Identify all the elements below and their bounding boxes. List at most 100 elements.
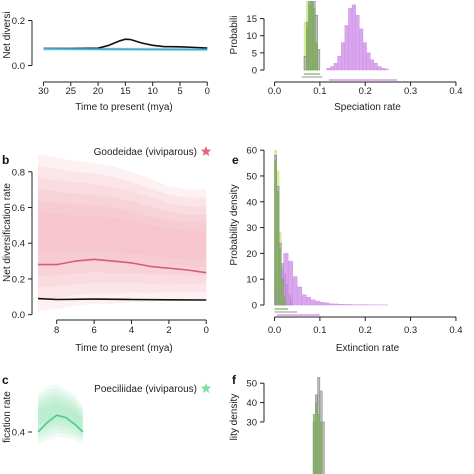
panel-letter: c [2, 373, 9, 387]
histogram-bar [342, 304, 348, 306]
histogram-bar [303, 56, 307, 71]
histogram-bar [274, 160, 277, 306]
uncertainty-band [38, 391, 83, 439]
x-tick-label: 5 [177, 86, 182, 97]
histogram-bar [337, 304, 343, 306]
x-tick-label: 0.2 [359, 325, 372, 336]
y-axis-label: fication rate [2, 391, 13, 443]
x-tick-label: 0 [204, 325, 209, 336]
histogram-bar [333, 62, 338, 71]
y-tick-label: 0.0 [12, 310, 25, 321]
panel-e: 0 10 20 30 40 50 60 0.0 0.1 0.2 0.3 0.4 Extinction r… [229, 146, 463, 354]
histogram-bar [312, 8, 316, 71]
series-line [43, 48, 208, 51]
histogram-bar [373, 62, 378, 71]
histogram-bar [306, 21, 309, 71]
histogram-bar [308, 4, 312, 71]
histogram-bar [330, 66, 335, 71]
histogram-bar [324, 302, 330, 306]
uncertainty-band [38, 165, 207, 300]
histogram-bar [355, 14, 360, 71]
x-tick-label: 0.4 [449, 325, 462, 336]
panel-letter: e [232, 153, 239, 167]
x-axis-label: Speciation rate [334, 102, 401, 113]
x-tick-label: 25 [65, 86, 76, 97]
uncertainty-band [38, 201, 207, 268]
y-tick-label: 0.8 [12, 167, 25, 178]
histogram-bar [292, 276, 298, 306]
histogram-bar [297, 286, 302, 306]
histogram-bar [287, 260, 293, 306]
histogram-bar [351, 4, 356, 71]
x-tick-label: 0.0 [268, 325, 281, 336]
histogram-bar [281, 278, 284, 306]
histogram-bar [315, 402, 318, 474]
y-axis-label: Probabili [229, 16, 240, 55]
uncertainty-band [38, 388, 83, 442]
y-tick-label: 0.2 [12, 16, 25, 27]
uncertainty-band [38, 153, 207, 312]
x-tick-label: 0.1 [313, 325, 326, 336]
histogram-bar [366, 52, 371, 71]
histogram-bar [319, 421, 323, 474]
x-tick-label: 0.0 [268, 86, 281, 97]
x-tick-label: 8 [54, 325, 59, 336]
x-tick-label: 15 [120, 86, 131, 97]
uncertainty-band [38, 189, 207, 276]
histogram-bar [333, 303, 339, 306]
histogram-bar [312, 413, 316, 474]
series-line [43, 38, 208, 50]
histogram-bar [310, 299, 316, 306]
histogram-bar [344, 25, 349, 71]
y-tick-label: 0 [252, 66, 257, 77]
y-tick-label: 20 [246, 249, 257, 260]
histogram-bar [359, 28, 364, 71]
y-axis-label: Net diversification rate [2, 183, 13, 282]
x-tick-label: 0 [205, 86, 210, 97]
x-tick-label: 0.2 [359, 86, 372, 97]
histogram-bar [377, 66, 382, 71]
histogram-bar [301, 294, 307, 306]
histogram-bar [370, 59, 375, 71]
histogram-bar [337, 56, 342, 71]
panel-letter: b [2, 153, 9, 167]
uncertainty-band [38, 212, 207, 259]
x-tick-label: 20 [93, 86, 104, 97]
y-tick-label: 10 [246, 31, 257, 42]
y-tick-label: 0.0 [12, 61, 25, 72]
x-tick-label: 0.4 [449, 86, 462, 97]
x-tick-label: 0.3 [404, 86, 417, 97]
histogram-bar [341, 42, 346, 71]
histogram-bar [283, 297, 287, 306]
histogram-bar [319, 302, 325, 306]
series-line [38, 258, 207, 274]
y-tick-label: 30 [246, 223, 257, 234]
histogram-bar [278, 248, 282, 306]
x-tick-label: 2 [166, 325, 171, 336]
x-tick-label: 0.3 [404, 325, 417, 336]
y-tick-label: 50 [246, 379, 257, 390]
histogram-bar [346, 304, 352, 306]
histogram-bar [317, 413, 321, 474]
series-line [37, 414, 84, 433]
panel-a: 0.0 0.2 30 25 20 15 10 5 0 Time to present (mya) N… [2, 11, 210, 113]
y-tick-label: 5 [252, 48, 257, 59]
histogram-bar [321, 421, 325, 474]
y-tick-label: 0.6 [12, 203, 25, 214]
series-line [37, 297, 207, 301]
histogram-bar [315, 300, 321, 306]
x-axis-label: Time to present (mya) [75, 343, 172, 354]
y-tick-label: 10 [246, 275, 257, 286]
panel-b: 0.0 0.2 0.4 0.6 0.8 8 6 4 2 0 Time to present (mya… [2, 146, 212, 354]
histogram-bar [317, 49, 321, 71]
y-axis-label: lity density [229, 394, 240, 441]
y-tick-label: 15 [246, 14, 257, 25]
y-tick-label: 0 [252, 301, 257, 312]
y-axis-label: Net diversi [2, 11, 13, 58]
x-axis-label: Extinction rate [336, 343, 400, 354]
y-tick-label: 0.2 [12, 274, 25, 285]
y-tick-label: 30 [246, 417, 257, 428]
x-tick-label: 30 [38, 86, 49, 97]
